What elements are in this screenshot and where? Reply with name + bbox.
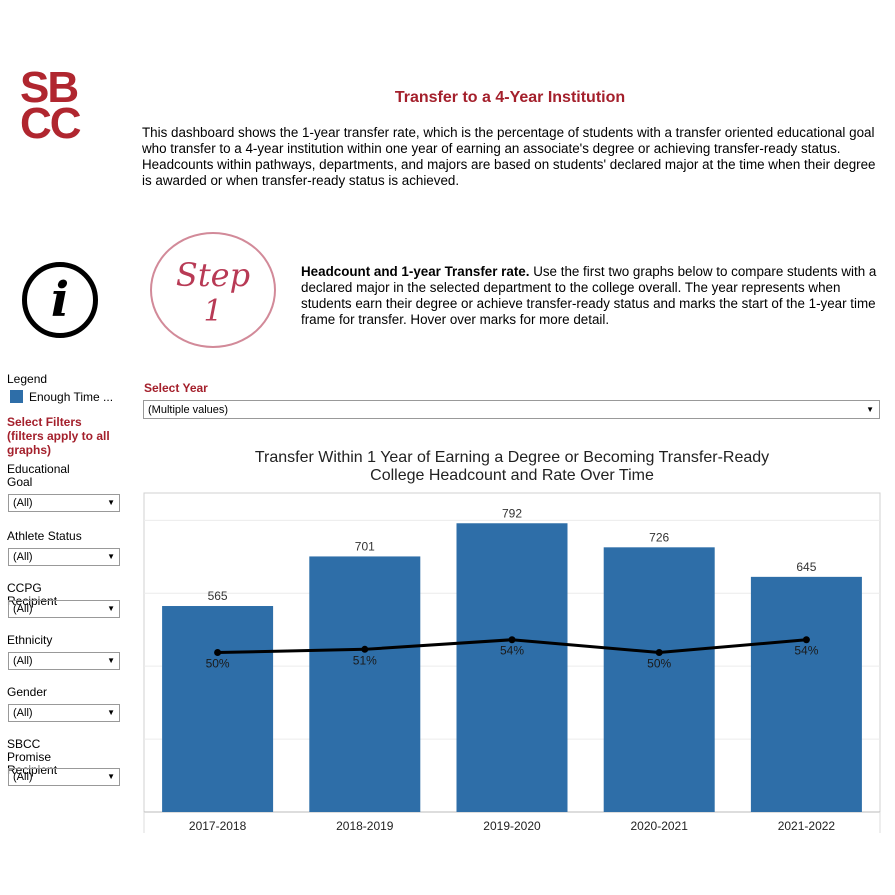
bar-value-label: 645 bbox=[796, 560, 816, 574]
bar bbox=[603, 547, 715, 812]
x-tick-label: 2019-2020 bbox=[483, 819, 541, 833]
filter-dropdown[interactable]: (All) ▼ bbox=[8, 600, 120, 618]
filter-label: Athlete Status bbox=[7, 529, 82, 543]
filter-dropdown[interactable]: (All) ▼ bbox=[8, 494, 120, 512]
dashboard-description: This dashboard shows the 1-year transfer… bbox=[142, 125, 876, 188]
bar bbox=[456, 523, 568, 812]
legend-swatch bbox=[10, 390, 23, 403]
legend-item[interactable]: Enough Time ... bbox=[29, 390, 114, 404]
rate-point bbox=[508, 636, 516, 644]
rate-point bbox=[655, 649, 663, 656]
filter-dropdown[interactable]: (All) ▼ bbox=[8, 768, 120, 786]
rate-point bbox=[361, 645, 369, 653]
filter-value: (All) bbox=[13, 707, 33, 719]
rate-point bbox=[802, 636, 810, 644]
filter-value: (All) bbox=[13, 655, 33, 667]
x-tick-label: 2021-2022 bbox=[778, 819, 836, 833]
filter-label: Gender bbox=[7, 685, 48, 699]
bar-value-label: 701 bbox=[355, 539, 375, 553]
filter-label: SBCC Promise Recipient bbox=[7, 737, 58, 777]
rate-label: 51% bbox=[353, 653, 377, 667]
rate-label: 54% bbox=[500, 644, 524, 658]
dropdown-arrow-icon: ▼ bbox=[107, 708, 115, 717]
x-tick-label: 2020-2021 bbox=[631, 819, 689, 833]
year-dropdown[interactable]: (Multiple values) ▼ bbox=[143, 400, 880, 419]
filter-label: Ethnicity bbox=[7, 633, 53, 647]
filters-heading: Select Filters (filters apply to all gra… bbox=[7, 415, 110, 457]
step-1-badge: Step 1 bbox=[150, 232, 276, 348]
rate-label: 54% bbox=[794, 644, 818, 658]
bar bbox=[309, 556, 421, 812]
filter-value: (All) bbox=[13, 603, 33, 615]
bar-value-label: 726 bbox=[649, 530, 669, 544]
select-year-label: Select Year bbox=[144, 381, 208, 395]
bar-value-label: 565 bbox=[208, 589, 228, 603]
page-title: Transfer to a 4-Year Institution bbox=[394, 89, 626, 106]
info-icon: i bbox=[22, 262, 98, 338]
chart-title: Transfer Within 1 Year of Earning a Degr… bbox=[254, 449, 770, 484]
step-description: Headcount and 1-year Transfer rate. Use … bbox=[301, 264, 877, 327]
dropdown-arrow-icon: ▼ bbox=[107, 604, 115, 613]
filter-label: CCPG Recipient bbox=[7, 581, 58, 608]
dropdown-arrow-icon: ▼ bbox=[107, 656, 115, 665]
filter-value: (All) bbox=[13, 497, 33, 509]
x-tick-label: 2018-2019 bbox=[336, 819, 394, 833]
legend-title: Legend bbox=[7, 372, 48, 386]
filter-dropdown[interactable]: (All) ▼ bbox=[8, 548, 120, 566]
rate-point bbox=[214, 649, 222, 656]
bar-value-label: 792 bbox=[502, 506, 522, 520]
filter-label: Educational Goal bbox=[7, 462, 70, 489]
sbcc-logo: SB CC bbox=[20, 63, 82, 148]
filter-value: (All) bbox=[13, 551, 33, 563]
filter-dropdown[interactable]: (All) ▼ bbox=[8, 704, 120, 722]
rate-label: 50% bbox=[206, 657, 230, 671]
dropdown-arrow-icon: ▼ bbox=[107, 772, 115, 781]
dropdown-arrow-icon: ▼ bbox=[107, 552, 115, 561]
dropdown-arrow-icon: ▼ bbox=[107, 498, 115, 507]
filter-value: (All) bbox=[13, 771, 33, 783]
dropdown-arrow-icon: ▼ bbox=[866, 405, 874, 414]
year-value: (Multiple values) bbox=[148, 404, 229, 416]
filter-dropdown[interactable]: (All) ▼ bbox=[8, 652, 120, 670]
bar bbox=[162, 606, 274, 812]
x-tick-label: 2017-2018 bbox=[189, 819, 247, 833]
bar bbox=[750, 576, 862, 812]
rate-label: 50% bbox=[647, 657, 671, 671]
